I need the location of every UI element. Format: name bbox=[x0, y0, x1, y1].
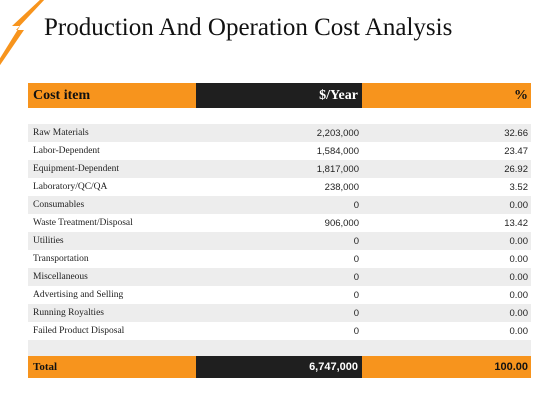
header-spacer bbox=[28, 108, 531, 124]
row-percent: 3.52 bbox=[509, 181, 529, 193]
table-row: Equipment-Dependent 1,817,000 26.92 bbox=[28, 160, 531, 178]
row-cost-item: Labor-Dependent bbox=[33, 146, 100, 156]
table-row: Raw Materials 2,203,000 32.66 bbox=[28, 124, 531, 142]
table-header: Cost item $/Year % bbox=[28, 83, 531, 108]
row-percent: 0.00 bbox=[509, 307, 529, 319]
row-per-year: 2,203,000 bbox=[316, 127, 359, 139]
row-cost-item: Advertising and Selling bbox=[33, 290, 124, 300]
row-per-year: 0 bbox=[353, 271, 359, 283]
row-percent: 32.66 bbox=[504, 127, 528, 139]
row-per-year: 0 bbox=[353, 235, 359, 247]
row-cost-item: Raw Materials bbox=[33, 128, 89, 138]
page-title: Production And Operation Cost Analysis bbox=[44, 14, 453, 41]
total-year: 6,747,000 bbox=[196, 356, 362, 378]
row-percent: 13.42 bbox=[504, 217, 528, 229]
row-cost-item: Utilities bbox=[33, 236, 64, 246]
table-row: Labor-Dependent 1,584,000 23.47 bbox=[28, 142, 531, 160]
header-cost-item: Cost item bbox=[28, 83, 196, 108]
header-per-year: $/Year bbox=[196, 83, 362, 108]
row-percent: 0.00 bbox=[509, 235, 529, 247]
row-per-year: 1,817,000 bbox=[316, 163, 359, 175]
row-per-year: 0 bbox=[353, 325, 359, 337]
total-percent: 100.00 bbox=[362, 356, 531, 378]
row-cost-item: Transportation bbox=[33, 254, 89, 264]
row-cost-item: Laboratory/QC/QA bbox=[33, 182, 108, 192]
row-percent: 0.00 bbox=[509, 289, 529, 301]
table-row: Failed Product Disposal 0 0.00 bbox=[28, 322, 531, 340]
row-per-year: 1,584,000 bbox=[316, 145, 359, 157]
row-per-year: 906,000 bbox=[324, 217, 359, 229]
table-body: Raw Materials 2,203,000 32.66 Labor-Depende… bbox=[28, 124, 531, 340]
table-row: Laboratory/QC/QA 238,000 3.52 bbox=[28, 178, 531, 196]
row-percent: 0.00 bbox=[509, 199, 529, 211]
lightning-stripe-icon bbox=[0, 0, 44, 66]
total-spacer bbox=[28, 340, 531, 356]
table-row: Utilities 0 0.00 bbox=[28, 232, 531, 250]
row-cost-item: Running Royalties bbox=[33, 308, 104, 318]
table-row: Miscellaneous 0 0.00 bbox=[28, 268, 531, 286]
cost-table: Cost item $/Year % Raw Materials 2,203,00… bbox=[28, 83, 531, 378]
total-row: Total 6,747,000 100.00 bbox=[28, 356, 531, 378]
table-row: Transportation 0 0.00 bbox=[28, 250, 531, 268]
row-cost-item: Consumables bbox=[33, 200, 85, 210]
row-per-year: 0 bbox=[353, 289, 359, 301]
row-per-year: 0 bbox=[353, 253, 359, 265]
row-cost-item: Equipment-Dependent bbox=[33, 164, 120, 174]
total-label: Total bbox=[28, 356, 196, 378]
row-cost-item: Waste Treatment/Disposal bbox=[33, 218, 133, 228]
row-per-year: 0 bbox=[353, 199, 359, 211]
row-percent: 0.00 bbox=[509, 253, 529, 265]
row-per-year: 238,000 bbox=[324, 181, 359, 193]
header-percent: % bbox=[362, 83, 531, 108]
table-row: Running Royalties 0 0.00 bbox=[28, 304, 531, 322]
row-percent: 0.00 bbox=[509, 271, 529, 283]
row-cost-item: Miscellaneous bbox=[33, 272, 88, 282]
table-row: Consumables 0 0.00 bbox=[28, 196, 531, 214]
table-row: Waste Treatment/Disposal 906,000 13.42 bbox=[28, 214, 531, 232]
table-row: Advertising and Selling 0 0.00 bbox=[28, 286, 531, 304]
row-percent: 0.00 bbox=[509, 325, 529, 337]
row-per-year: 0 bbox=[353, 307, 359, 319]
row-percent: 23.47 bbox=[504, 145, 528, 157]
row-cost-item: Failed Product Disposal bbox=[33, 326, 125, 336]
row-percent: 26.92 bbox=[504, 163, 528, 175]
